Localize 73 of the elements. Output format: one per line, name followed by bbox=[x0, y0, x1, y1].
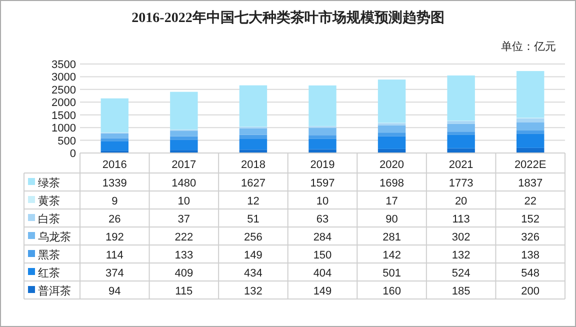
data-label: 160 bbox=[382, 286, 401, 298]
data-label: 22 bbox=[524, 196, 536, 208]
data-label: 1773 bbox=[448, 178, 474, 190]
data-label: 114 bbox=[106, 250, 124, 262]
data-label: 524 bbox=[452, 268, 470, 280]
data-label: 1698 bbox=[380, 178, 404, 190]
data-label: 17 bbox=[386, 196, 398, 208]
data-label: 113 bbox=[452, 214, 470, 226]
data-label: 192 bbox=[105, 232, 124, 244]
data-label: 200 bbox=[521, 286, 540, 298]
data-label: 133 bbox=[174, 250, 194, 262]
data-label: 1339 bbox=[102, 178, 127, 190]
y-tick-label: 1500 bbox=[52, 110, 76, 122]
data-label: 1480 bbox=[172, 178, 196, 190]
data-label: 302 bbox=[452, 232, 470, 244]
data-label: 150 bbox=[313, 250, 332, 262]
data-label: 51 bbox=[247, 214, 260, 226]
data-label: 409 bbox=[174, 268, 194, 280]
data-label: 90 bbox=[386, 214, 398, 226]
data-label: 132 bbox=[244, 286, 262, 298]
data-label: 20 bbox=[454, 196, 468, 208]
data-label: 26 bbox=[108, 214, 121, 226]
y-tick-label: 0 bbox=[70, 148, 76, 160]
data-label: 94 bbox=[108, 286, 121, 298]
data-label: 1627 bbox=[240, 178, 266, 190]
legend-label: 绿茶 bbox=[38, 176, 60, 190]
data-label: 222 bbox=[174, 232, 194, 244]
y-tick-label: 3000 bbox=[52, 72, 76, 84]
data-label: 326 bbox=[521, 232, 540, 244]
data-label: 149 bbox=[313, 286, 332, 298]
data-label: 138 bbox=[521, 250, 540, 262]
data-label: 152 bbox=[521, 214, 540, 226]
x-tick-label: 2018 bbox=[240, 159, 266, 171]
legend-label: 普洱茶 bbox=[38, 284, 71, 298]
data-label: 63 bbox=[316, 214, 329, 226]
data-label: 404 bbox=[313, 268, 332, 280]
data-label: 434 bbox=[244, 268, 262, 280]
y-tick-label: 2000 bbox=[52, 97, 76, 110]
data-label: 10 bbox=[316, 196, 329, 208]
legend-label: 红茶 bbox=[38, 266, 60, 280]
x-tick-label: 2021 bbox=[448, 159, 474, 171]
x-tick-label: 2017 bbox=[172, 159, 196, 171]
x-tick-label: 2020 bbox=[380, 159, 404, 171]
legend-label: 黑茶 bbox=[38, 248, 60, 262]
legend-label: 黄茶 bbox=[38, 194, 60, 208]
legend-label: 乌龙茶 bbox=[38, 230, 71, 244]
data-label: 12 bbox=[247, 196, 260, 208]
y-tick-label: 1000 bbox=[52, 122, 76, 135]
y-tick-label: 3500 bbox=[52, 59, 76, 71]
data-label: 1597 bbox=[310, 178, 335, 190]
data-label: 9 bbox=[112, 196, 118, 208]
data-label: 284 bbox=[313, 232, 332, 244]
data-label: 10 bbox=[178, 196, 190, 208]
data-label: 281 bbox=[382, 232, 401, 244]
x-tick-label: 2016 bbox=[102, 159, 127, 171]
data-label: 132 bbox=[452, 250, 470, 262]
data-label: 501 bbox=[382, 268, 401, 280]
data-label: 149 bbox=[244, 250, 262, 262]
data-label: 256 bbox=[244, 232, 262, 244]
legend-label: 白茶 bbox=[38, 212, 60, 226]
data-label: 374 bbox=[105, 268, 124, 280]
x-tick-label: 2019 bbox=[310, 159, 335, 171]
y-tick-label: 2500 bbox=[52, 84, 76, 96]
data-label: 115 bbox=[175, 286, 193, 298]
data-label: 185 bbox=[452, 286, 470, 298]
data-label: 142 bbox=[382, 250, 401, 262]
data-label: 548 bbox=[521, 268, 540, 280]
text: 单位：亿元 bbox=[501, 40, 556, 53]
y-tick-label: 500 bbox=[58, 135, 76, 148]
x-tick-label: 2022E bbox=[514, 159, 546, 171]
chart-title: 2016-2022年中国七大种类茶叶市场规模预测趋势图 bbox=[132, 9, 444, 26]
data-label: 1837 bbox=[518, 178, 543, 190]
data-label: 37 bbox=[178, 214, 190, 226]
